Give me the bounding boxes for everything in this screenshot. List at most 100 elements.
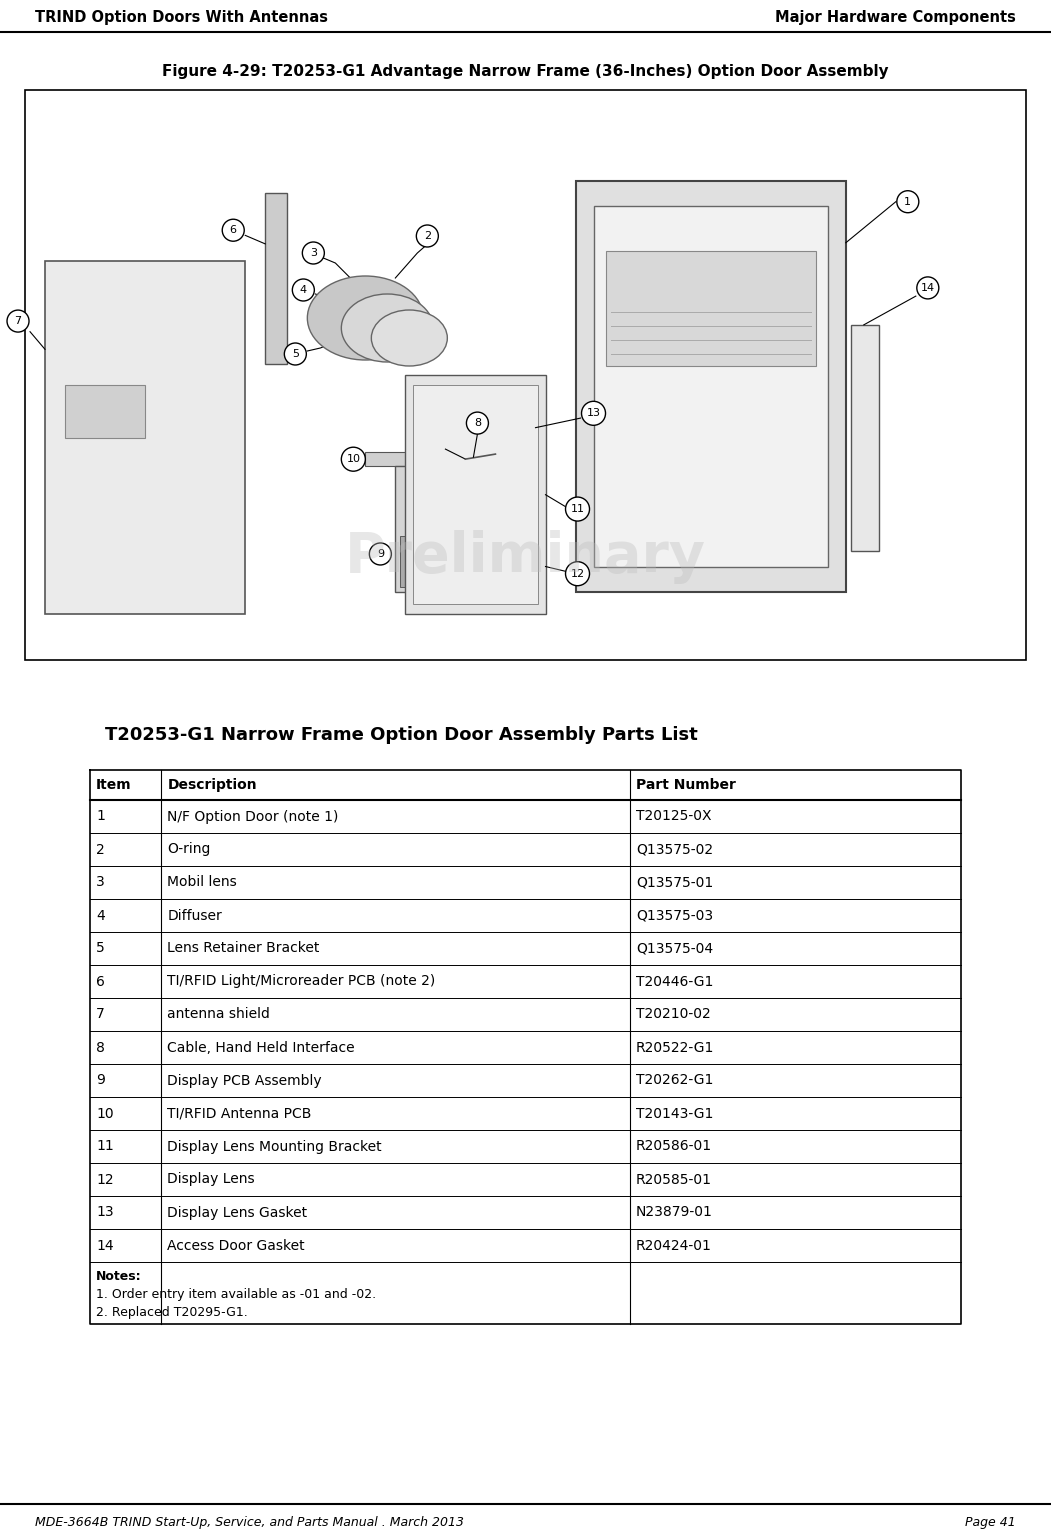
Text: 6: 6 <box>230 225 236 236</box>
Ellipse shape <box>307 276 424 360</box>
Ellipse shape <box>342 294 433 362</box>
Text: Q13575-03: Q13575-03 <box>636 908 714 922</box>
Text: 13: 13 <box>586 409 600 418</box>
Text: Figure 4-29: T20253-G1 Advantage Narrow Frame (36-Inches) Option Door Assembly: Figure 4-29: T20253-G1 Advantage Narrow … <box>162 64 889 80</box>
Circle shape <box>467 412 489 434</box>
Text: Display Lens Mounting Bracket: Display Lens Mounting Bracket <box>167 1140 383 1154</box>
Circle shape <box>303 242 325 264</box>
Text: R20585-01: R20585-01 <box>636 1172 712 1186</box>
Text: N23879-01: N23879-01 <box>636 1206 713 1219</box>
Text: 2. Replaced T20295-G1.: 2. Replaced T20295-G1. <box>96 1305 248 1319</box>
Circle shape <box>897 190 919 213</box>
Text: R20424-01: R20424-01 <box>636 1238 712 1253</box>
Text: R20586-01: R20586-01 <box>636 1140 713 1154</box>
Circle shape <box>916 277 939 299</box>
Text: Q13575-01: Q13575-01 <box>636 875 714 890</box>
Text: T20446-G1: T20446-G1 <box>636 974 714 988</box>
Bar <box>605 251 816 366</box>
Text: Mobil lens: Mobil lens <box>167 875 238 890</box>
Text: Q13575-02: Q13575-02 <box>636 843 714 856</box>
Text: TI/RFID Light/Microreader PCB (note 2): TI/RFID Light/Microreader PCB (note 2) <box>167 974 436 988</box>
Text: TI/RFID Antenna PCB: TI/RFID Antenna PCB <box>167 1106 312 1120</box>
Text: R20522-G1: R20522-G1 <box>636 1040 715 1054</box>
Text: 3: 3 <box>310 248 316 257</box>
Text: T20143-G1: T20143-G1 <box>636 1106 714 1120</box>
Text: 4: 4 <box>300 285 307 296</box>
Text: Lens Retainer Bracket: Lens Retainer Bracket <box>167 942 320 956</box>
Circle shape <box>581 401 605 426</box>
Text: Display PCB Assembly: Display PCB Assembly <box>167 1074 322 1088</box>
Text: 11: 11 <box>96 1140 114 1154</box>
Text: 2: 2 <box>424 231 431 241</box>
Text: T20253-G1 Narrow Frame Option Door Assembly Parts List: T20253-G1 Narrow Frame Option Door Assem… <box>105 726 698 745</box>
Text: Description: Description <box>167 778 257 792</box>
Bar <box>25 90 1026 660</box>
Text: Cable, Hand Held Interface: Cable, Hand Held Interface <box>167 1040 355 1054</box>
Text: 5: 5 <box>292 349 298 358</box>
Text: 3: 3 <box>96 875 105 890</box>
Circle shape <box>342 447 366 472</box>
Ellipse shape <box>371 309 448 366</box>
Text: 1: 1 <box>904 196 911 207</box>
Bar <box>65 385 145 438</box>
Circle shape <box>7 309 29 332</box>
Text: 11: 11 <box>571 504 584 515</box>
Circle shape <box>565 496 590 521</box>
Text: 9: 9 <box>96 1074 105 1088</box>
Text: Access Door Gasket: Access Door Gasket <box>167 1238 305 1253</box>
Text: 1: 1 <box>96 809 105 824</box>
Text: TRIND Option Doors With Antennas: TRIND Option Doors With Antennas <box>35 11 328 25</box>
Bar <box>576 181 846 591</box>
Text: T20210-02: T20210-02 <box>636 1008 710 1022</box>
Text: Diffuser: Diffuser <box>167 908 222 922</box>
Text: Display Lens: Display Lens <box>167 1172 255 1186</box>
Text: T20262-G1: T20262-G1 <box>636 1074 714 1088</box>
Circle shape <box>292 279 314 300</box>
Bar <box>594 207 828 567</box>
Text: N/F Option Door (note 1): N/F Option Door (note 1) <box>167 809 338 824</box>
Text: 2: 2 <box>96 843 105 856</box>
Text: Item: Item <box>96 778 131 792</box>
Bar <box>413 385 537 605</box>
Text: 7: 7 <box>96 1008 105 1022</box>
Text: 14: 14 <box>921 283 935 293</box>
Text: 6: 6 <box>96 974 105 988</box>
Text: 12: 12 <box>96 1172 114 1186</box>
Text: Major Hardware Components: Major Hardware Components <box>776 11 1016 25</box>
Text: 13: 13 <box>96 1206 114 1219</box>
Text: 8: 8 <box>474 418 481 427</box>
Circle shape <box>369 542 391 565</box>
Text: 10: 10 <box>96 1106 114 1120</box>
Bar <box>45 260 245 614</box>
Text: 9: 9 <box>377 548 384 559</box>
Text: 12: 12 <box>571 568 584 579</box>
Bar <box>851 325 879 550</box>
Circle shape <box>222 219 244 241</box>
Text: Q13575-04: Q13575-04 <box>636 942 714 956</box>
Text: MDE-3664B TRIND Start-Up, Service, and Parts Manual . March 2013: MDE-3664B TRIND Start-Up, Service, and P… <box>35 1515 463 1529</box>
Text: antenna shield: antenna shield <box>167 1008 270 1022</box>
Text: 1. Order entry item available as -01 and -02.: 1. Order entry item available as -01 and… <box>96 1288 376 1301</box>
Bar <box>366 452 446 466</box>
Bar <box>406 375 545 614</box>
Bar <box>265 193 287 363</box>
Bar <box>423 536 437 587</box>
Text: Page 41: Page 41 <box>965 1515 1016 1529</box>
Text: O-ring: O-ring <box>167 843 211 856</box>
Text: 10: 10 <box>347 453 360 464</box>
Text: 7: 7 <box>15 316 22 326</box>
Text: 14: 14 <box>96 1238 114 1253</box>
Circle shape <box>416 225 438 247</box>
Text: Preliminary: Preliminary <box>345 530 706 584</box>
Text: 4: 4 <box>96 908 105 922</box>
Text: 8: 8 <box>96 1040 105 1054</box>
Bar <box>445 536 459 587</box>
Text: T20125-0X: T20125-0X <box>636 809 712 824</box>
Circle shape <box>565 562 590 585</box>
Bar <box>395 466 486 591</box>
Text: Notes:: Notes: <box>96 1270 142 1282</box>
Text: 5: 5 <box>96 942 105 956</box>
Circle shape <box>285 343 306 365</box>
Text: Part Number: Part Number <box>636 778 736 792</box>
Text: Display Lens Gasket: Display Lens Gasket <box>167 1206 308 1219</box>
